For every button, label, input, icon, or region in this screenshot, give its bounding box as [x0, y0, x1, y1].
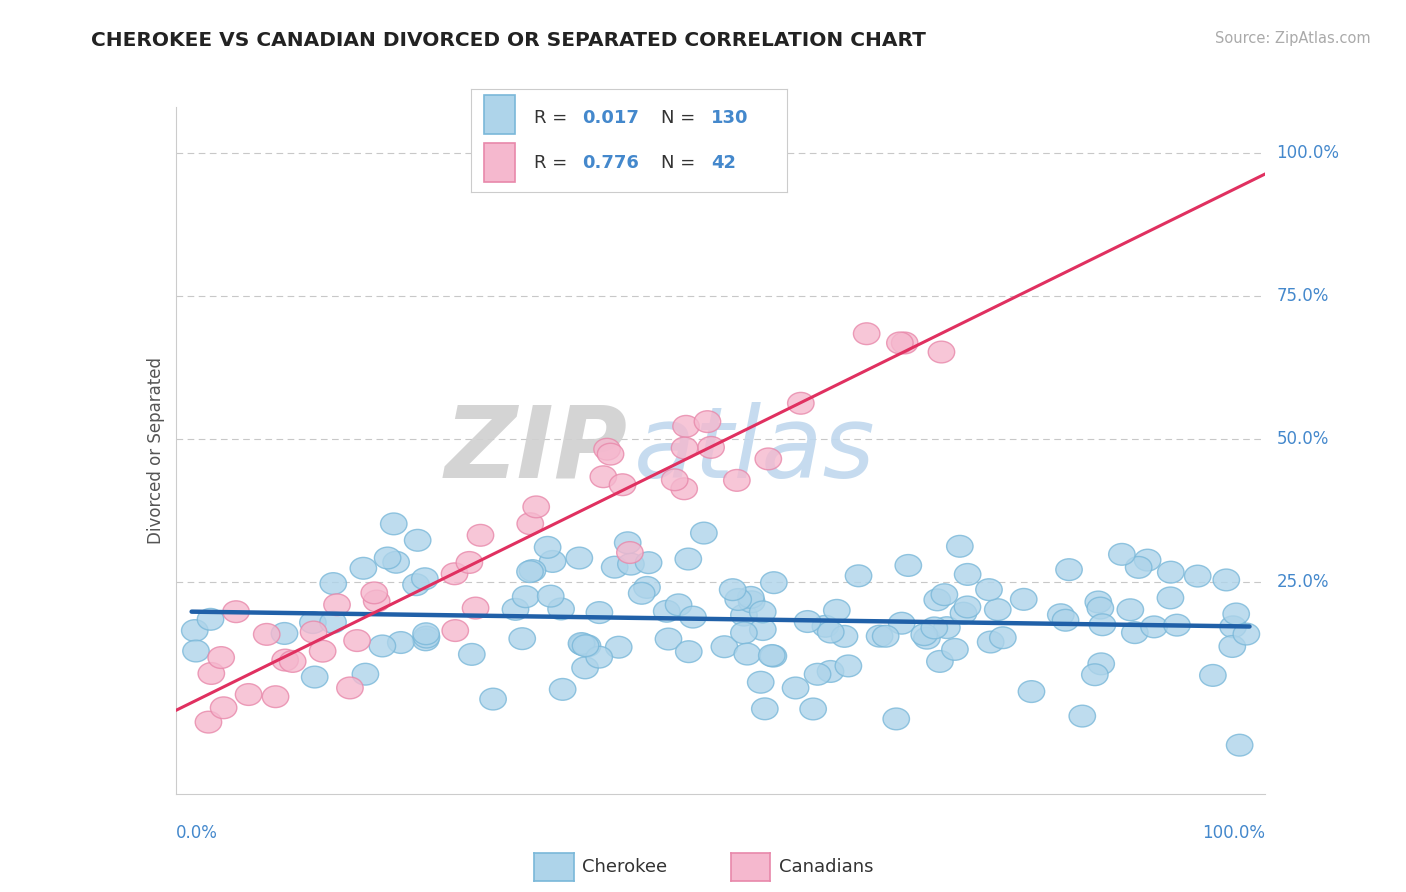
Text: atlas: atlas [633, 402, 875, 499]
Text: 75.0%: 75.0% [1277, 287, 1329, 305]
Text: N =: N = [661, 109, 700, 127]
Y-axis label: Divorced or Separated: Divorced or Separated [146, 357, 165, 544]
Text: 0.017: 0.017 [582, 109, 638, 127]
Text: 100.0%: 100.0% [1277, 144, 1340, 161]
Text: 130: 130 [711, 109, 749, 127]
FancyBboxPatch shape [484, 95, 516, 135]
Text: 42: 42 [711, 154, 737, 172]
FancyBboxPatch shape [484, 143, 516, 181]
Text: 0.776: 0.776 [582, 154, 638, 172]
Text: Source: ZipAtlas.com: Source: ZipAtlas.com [1215, 31, 1371, 46]
Text: CHEROKEE VS CANADIAN DIVORCED OR SEPARATED CORRELATION CHART: CHEROKEE VS CANADIAN DIVORCED OR SEPARAT… [91, 31, 927, 50]
Text: 0.0%: 0.0% [176, 824, 218, 842]
Text: Cherokee: Cherokee [582, 858, 668, 876]
Text: Canadians: Canadians [779, 858, 873, 876]
Text: 50.0%: 50.0% [1277, 430, 1329, 448]
Text: N =: N = [661, 154, 700, 172]
Text: R =: R = [534, 154, 574, 172]
Text: ZIP: ZIP [444, 402, 628, 499]
Text: 25.0%: 25.0% [1277, 573, 1329, 591]
Text: 100.0%: 100.0% [1202, 824, 1265, 842]
Text: R =: R = [534, 109, 574, 127]
